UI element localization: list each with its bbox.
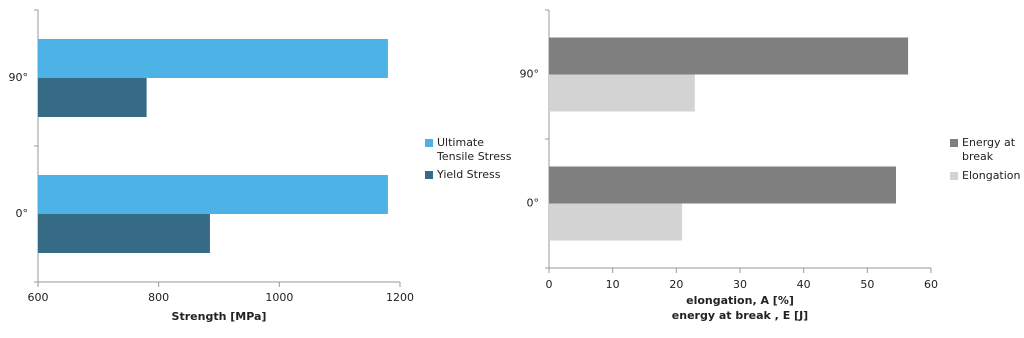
legend-label: Yield Stress [437, 168, 501, 181]
x-tick-label: 1200 [386, 291, 414, 304]
x-tick-label: 50 [860, 278, 874, 291]
x-tick-label: 60 [924, 278, 938, 291]
x-axis-label: elongation, A [%] [686, 294, 794, 307]
y-tick-label: 0° [16, 207, 29, 220]
x-tick-label: 30 [733, 278, 747, 291]
legend-label: Ultimate Tensile Stress [437, 136, 512, 163]
y-tick-label: 0° [527, 197, 540, 210]
x-tick-label: 10 [606, 278, 620, 291]
x-axis-label: energy at break , E [J] [672, 309, 808, 322]
y-tick-label: 90° [520, 68, 540, 81]
x-tick-label: 0 [546, 278, 553, 291]
bar [38, 39, 388, 78]
bar [38, 214, 210, 253]
x-tick-label: 1000 [265, 291, 293, 304]
legend-swatch [425, 171, 433, 179]
bar [549, 166, 896, 204]
x-tick-label: 600 [28, 291, 49, 304]
bar [38, 78, 147, 117]
bar [549, 203, 683, 241]
x-axis-label: Strength [MPa] [172, 310, 267, 323]
bar [549, 37, 909, 75]
legend-label: Energy at break [962, 136, 1016, 163]
x-tick-label: 800 [148, 291, 169, 304]
legend-swatch [950, 172, 958, 180]
legend-swatch [425, 139, 433, 147]
legend-swatch [950, 139, 958, 147]
legend-label: Elongation [962, 169, 1021, 182]
y-tick-label: 90° [9, 71, 29, 84]
x-tick-label: 40 [797, 278, 811, 291]
bar [38, 175, 388, 214]
bar [549, 74, 695, 112]
x-tick-label: 20 [669, 278, 683, 291]
